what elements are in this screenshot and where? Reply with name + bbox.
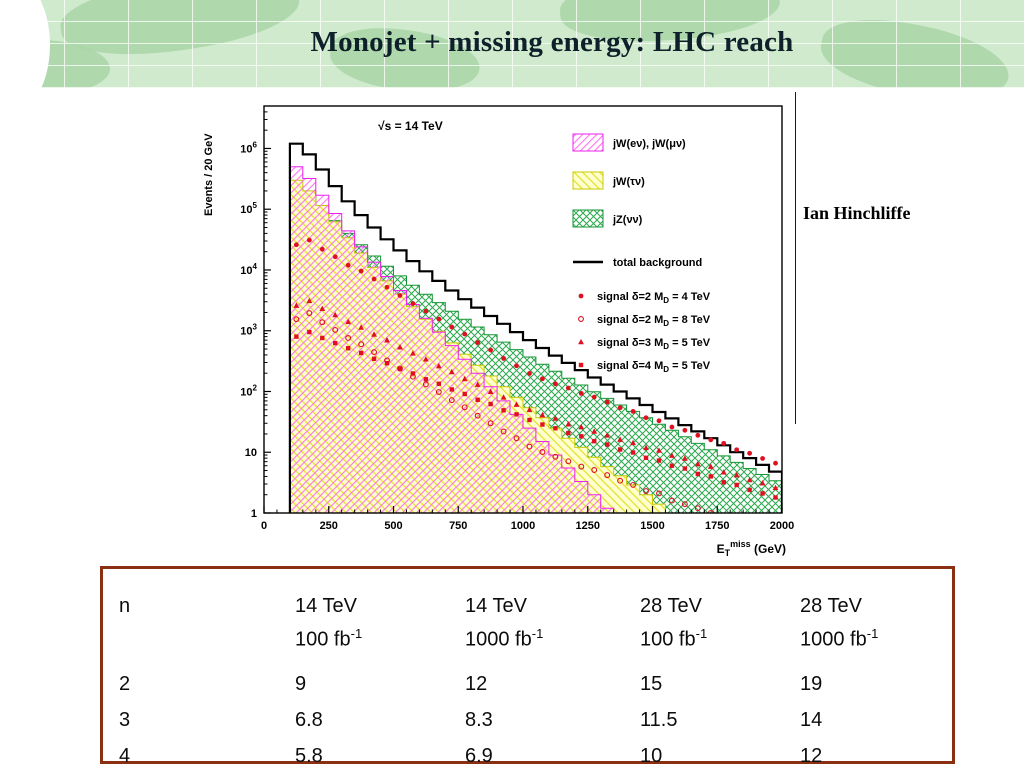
reach-table-grid: n 14 TeV 100 fb-1 14 TeV 1000 fb-1 28 TeV 100 …: [103, 569, 952, 774]
cms-energy-annotation: √s = 14 TeV: [378, 119, 443, 133]
y-axis-label: Events / 20 GeV: [203, 133, 215, 216]
table-header-col-1: 14 TeV 100 fb-1: [295, 595, 363, 651]
y-tick-label: 105: [240, 201, 257, 216]
table-cell: 19: [800, 672, 823, 695]
table-header-col-2: 14 TeV 1000 fb-1: [465, 595, 544, 651]
x-axis-label: ETmiss (GeV): [717, 539, 786, 558]
y-tick-label: 10: [245, 447, 257, 459]
x-tick-label: 250: [320, 520, 338, 532]
table-cell: 5.8: [295, 744, 323, 767]
legend-swatch-jW-ev-mv: [572, 133, 604, 152]
table-cell: 6.8: [295, 708, 323, 731]
x-tick-label: 1750: [705, 520, 729, 532]
series-signal-d4-md5: [294, 329, 778, 500]
legend-label: jW(τν): [612, 176, 645, 188]
table-cell: 9: [295, 672, 307, 695]
table-header-col-4: 28 TeV 1000 fb-1: [800, 595, 879, 651]
banner-swoosh: [0, 0, 50, 88]
table-cell: 8.3: [465, 708, 493, 731]
y-tick-label: 104: [240, 262, 257, 277]
table-cell: 3: [119, 708, 131, 731]
legend-label: jW(eν), jW(μν): [612, 138, 686, 150]
reach-table: n 14 TeV 100 fb-1 14 TeV 1000 fb-1 28 TeV 100 …: [100, 566, 955, 767]
legend-label: jZ(νν): [612, 214, 643, 226]
series-total-background: [288, 142, 782, 513]
x-tick-label: 1000: [511, 520, 535, 532]
legend: jW(eν), jW(μν) jW(τν) jZ(νν) total backgrou…: [572, 133, 711, 374]
legend-swatch-jZ-vv: [572, 209, 604, 228]
y-tick-label: 103: [240, 323, 257, 338]
series-jW-ev-mv: [289, 166, 782, 513]
divider-line: [795, 92, 796, 424]
table-cell: 11.5: [640, 708, 678, 731]
table-header-col-0: n: [119, 595, 131, 617]
y-tick-label: 1: [251, 508, 257, 520]
table-cell: 12: [800, 744, 823, 767]
map-grid: [0, 0, 1024, 88]
monojet-missing-energy-chart: 0 250 500 750 1000 1250 1500 1750 2000 1 10 102 103 1…: [198, 94, 798, 559]
table-cell: 14: [800, 708, 823, 731]
x-tick-label: 1500: [640, 520, 664, 532]
table-cell: 10: [640, 744, 663, 767]
author-credit: Ian Hinchliffe: [803, 203, 911, 223]
series-signal-d3-md5: [293, 297, 779, 491]
table-cell: 12: [465, 672, 488, 695]
legend-swatch-jW-tv: [572, 171, 604, 190]
slide-header-banner: Monojet + missing energy: LHC reach: [0, 0, 1024, 88]
table-cell: 6.9: [465, 744, 493, 767]
legend-label: signal δ=2 MD = 8 TeV: [597, 314, 711, 328]
legend-label: signal δ=3 MD = 5 TeV: [597, 337, 711, 351]
x-tick-label: 0: [261, 520, 267, 532]
legend-label: total background: [613, 257, 702, 269]
y-tick-label: 106: [240, 140, 257, 155]
slide-title: Monojet + missing energy: LHC reach: [310, 26, 794, 58]
x-tick-label: 500: [384, 520, 402, 532]
table-header-col-3: 28 TeV 100 fb-1: [640, 595, 708, 651]
table-cell: 4: [119, 744, 131, 767]
legend-label: signal δ=2 MD = 4 TeV: [597, 291, 711, 305]
table-cell: 15: [640, 672, 663, 695]
series-signal-d2-md4: [293, 237, 778, 466]
x-tick-label: 750: [449, 520, 467, 532]
y-tick-label: 102: [240, 383, 257, 398]
x-tick-label: 2000: [770, 520, 794, 532]
table-cell: 2: [119, 672, 131, 695]
plot-series-area: [288, 142, 782, 513]
x-tick-label: 1250: [576, 520, 600, 532]
legend-label: signal δ=4 MD = 5 TeV: [597, 360, 711, 374]
